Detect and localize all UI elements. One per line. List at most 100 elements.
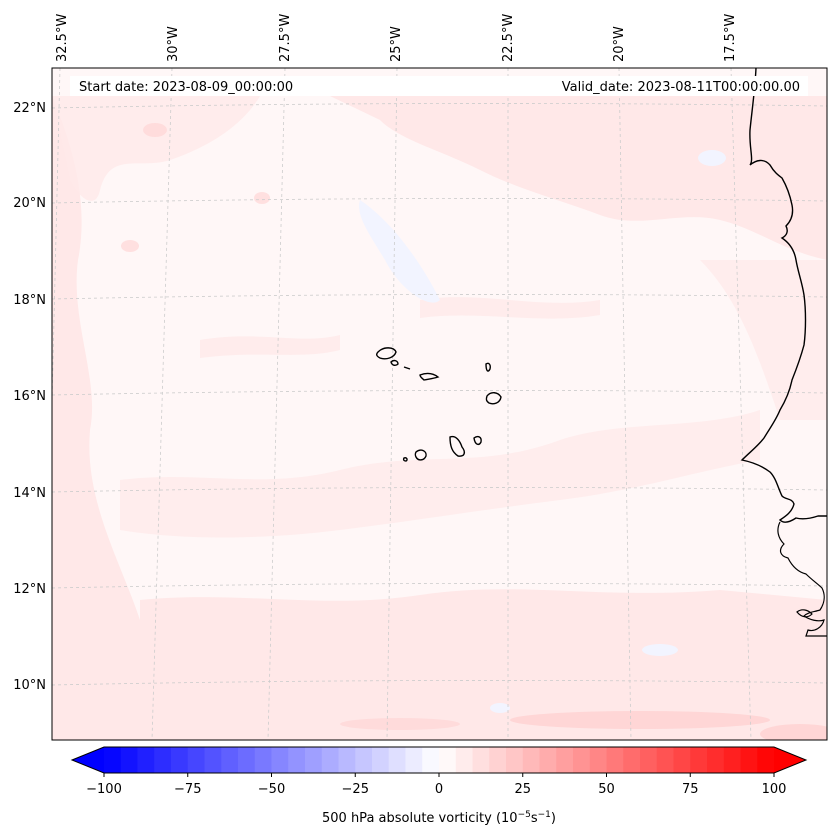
colorbar-extend-min — [72, 747, 104, 773]
colorbar-segment — [690, 747, 708, 773]
colorbar-segment — [573, 747, 591, 773]
meridian-20w — [618, 68, 632, 740]
lon-label-17.5w: 17.5°W — [723, 14, 738, 62]
colorbar-segment — [757, 747, 775, 773]
island-santa-luzia — [403, 366, 411, 370]
negative-patch-southeast — [642, 644, 678, 656]
colorbar-title-suffix: ) — [551, 811, 556, 826]
meridian-30w — [151, 68, 173, 740]
colorbar-tick-label: 100 — [762, 782, 787, 797]
colorbar-segment — [372, 747, 390, 773]
latitude-axis-labels: 22°N 20°N 18°N 16°N 14°N 12°N 10°N — [13, 101, 46, 693]
lat-label-20n: 20°N — [13, 196, 46, 211]
positive-band-northwest — [52, 96, 260, 201]
colorbar-segment — [556, 747, 574, 773]
colorbar-segment — [455, 747, 473, 773]
colorbar-tick-label: −75 — [174, 782, 201, 797]
colorbar-segment — [405, 747, 423, 773]
colorbar-segment — [539, 747, 557, 773]
colorbar-segment — [204, 747, 222, 773]
west-africa-coastline — [740, 68, 827, 523]
island-maio — [473, 435, 482, 446]
colorbar-segment — [439, 747, 457, 773]
lat-label-16n: 16°N — [13, 389, 46, 404]
island-fogo — [414, 449, 427, 461]
colorbar-title: 500 hPa absolute vorticity (10−5s−1) — [322, 810, 556, 826]
colorbar-segment — [506, 747, 524, 773]
map-frame — [51, 67, 828, 741]
positive-blob-south — [340, 718, 460, 730]
colorbar-title-exp2: −1 — [538, 810, 551, 820]
colorbar-segment — [288, 747, 306, 773]
lon-label-32.5w: 32.5°W — [55, 14, 70, 62]
colorbar-segment — [154, 747, 172, 773]
colorbar-segment — [221, 747, 239, 773]
lat-label-18n: 18°N — [13, 293, 46, 308]
positive-band-south — [140, 589, 827, 740]
colorbar: −100 −75 −50 −25 0 25 50 75 100 500 hPa absolute… — [70, 746, 808, 826]
positive-blob-north-1 — [143, 123, 167, 137]
parallel-18n — [52, 294, 827, 300]
island-sao-vicente — [390, 359, 399, 366]
colorbar-tick-label: 75 — [682, 782, 699, 797]
colorbar-segment — [321, 747, 339, 773]
vorticity-negative-patches — [359, 150, 726, 713]
positive-streak-b — [420, 297, 600, 319]
colorbar-segment — [422, 747, 440, 773]
colorbar-segment — [522, 747, 540, 773]
colorbar-title-prefix: 500 hPa absolute vorticity (10 — [322, 811, 518, 826]
island-sao-nicolau — [419, 372, 440, 381]
positive-band-north — [330, 96, 827, 260]
lon-label-22.5w: 22.5°W — [501, 14, 516, 62]
colorbar-tick-label: 0 — [435, 782, 443, 797]
island-boa-vista — [485, 392, 502, 405]
colorbar-segment — [120, 747, 138, 773]
colorbar-segment — [606, 747, 624, 773]
cape-verde-islands — [376, 347, 502, 462]
island-santo-antao — [376, 347, 397, 360]
colorbar-segment — [673, 747, 691, 773]
colorbar-segment — [740, 747, 758, 773]
negative-patch-south — [490, 703, 510, 713]
colorbar-segment — [623, 747, 641, 773]
positive-blob-north-2 — [121, 240, 139, 252]
colorbar-tick-label: −25 — [342, 782, 369, 797]
colorbar-segment — [104, 747, 122, 773]
colorbar-segment — [388, 747, 406, 773]
vorticity-moderate-positive — [121, 123, 827, 740]
meridian-17.5w — [730, 68, 752, 740]
start-date-label: Start date: 2023-08-09_00:00:00 — [79, 80, 293, 95]
colorbar-segment — [640, 747, 658, 773]
lat-label-10n: 10°N — [13, 678, 46, 693]
colorbar-segment — [305, 747, 323, 773]
lat-label-14n: 14°N — [13, 486, 46, 501]
colorbar-segment — [472, 747, 490, 773]
colorbar-segment — [489, 747, 507, 773]
lat-label-22n: 22°N — [13, 101, 46, 116]
colorbar-segment — [656, 747, 674, 773]
colorbar-tick-label: −50 — [258, 782, 285, 797]
parallel-10n — [52, 680, 827, 686]
positive-blob-north-3 — [254, 192, 270, 204]
colorbar-segment — [707, 747, 725, 773]
vorticity-positive-patches — [52, 96, 827, 740]
colorbar-segment — [171, 747, 189, 773]
lon-label-27.5w: 27.5°W — [278, 14, 293, 62]
header-info-box — [70, 76, 808, 96]
parallel-12n — [52, 583, 827, 589]
lon-label-20w: 20°W — [612, 26, 627, 62]
colorbar-segment — [589, 747, 607, 773]
parallel-20n — [52, 198, 827, 204]
meridian-27.5w — [267, 68, 286, 740]
island-santiago — [449, 435, 466, 457]
colorbar-segment — [254, 747, 272, 773]
lon-label-25w: 25°W — [389, 26, 404, 62]
colorbar-tick-label: 50 — [598, 782, 615, 797]
colorbar-tick-label: −100 — [86, 782, 122, 797]
parallel-14n — [52, 487, 827, 493]
colorbar-title-exp1: −5 — [518, 810, 531, 820]
positive-streak-a — [200, 335, 340, 358]
island-sal — [485, 362, 491, 372]
graticule — [52, 68, 827, 740]
